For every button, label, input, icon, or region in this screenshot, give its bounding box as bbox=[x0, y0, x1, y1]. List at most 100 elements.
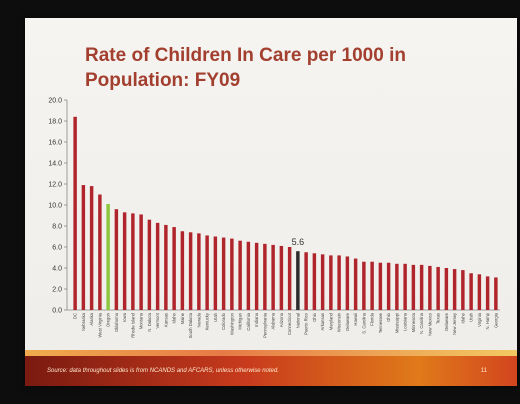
x-tick-label: Kansas bbox=[163, 313, 168, 327]
x-tick-label: Minnesota bbox=[411, 312, 416, 332]
bar bbox=[378, 262, 383, 310]
y-tick-label: 10.0 bbox=[48, 203, 62, 210]
bar bbox=[106, 203, 110, 310]
bar bbox=[122, 212, 127, 310]
x-tick-label: Pennsylvania bbox=[262, 312, 267, 338]
x-tick-label: Nevada bbox=[196, 312, 201, 327]
x-tick-label: Florida bbox=[370, 312, 375, 325]
x-tick-label: DC bbox=[73, 313, 78, 319]
bar bbox=[419, 264, 424, 310]
highlight-data-label: 5.6 bbox=[292, 237, 305, 247]
bar bbox=[238, 240, 242, 310]
bar bbox=[320, 254, 325, 310]
x-tick-label: Idaho bbox=[460, 312, 465, 323]
y-tick-label: 12.0 bbox=[48, 182, 62, 189]
bar bbox=[271, 244, 275, 310]
y-tick-label: 0.0 bbox=[52, 308, 62, 315]
x-tick-label: N. Carolina bbox=[419, 312, 424, 334]
bar bbox=[73, 116, 77, 310]
bar bbox=[337, 255, 341, 310]
x-tick-label: Georgia bbox=[493, 312, 498, 328]
y-tick-label: 8.0 bbox=[52, 224, 62, 231]
bar bbox=[131, 213, 135, 310]
bar bbox=[411, 264, 416, 310]
bar bbox=[370, 261, 374, 310]
y-tick-label: 6.0 bbox=[52, 245, 62, 252]
x-tick-label: Mississippi bbox=[394, 313, 399, 333]
x-tick-label: Oklahoma bbox=[114, 312, 119, 332]
x-tick-label: Alaska bbox=[89, 312, 94, 325]
bar bbox=[81, 185, 86, 310]
bar bbox=[254, 242, 259, 310]
bar bbox=[197, 233, 201, 310]
x-tick-label: Maryland bbox=[328, 312, 333, 330]
bar bbox=[98, 194, 102, 310]
bar bbox=[246, 241, 251, 310]
x-tick-label: South Dakota bbox=[188, 312, 193, 338]
bar bbox=[155, 222, 160, 310]
x-tick-label: Washington bbox=[229, 312, 234, 335]
x-tick-label: Maine bbox=[180, 312, 185, 324]
x-tick-label: S. Carolina bbox=[361, 312, 366, 333]
bar bbox=[164, 224, 168, 310]
bar bbox=[461, 270, 465, 310]
x-tick-label: Wisconsin bbox=[337, 312, 342, 332]
bar bbox=[395, 263, 399, 310]
chart-title: Rate of Children In Care per 1000 in Pop… bbox=[85, 45, 406, 91]
x-tick-label: Nebraska bbox=[81, 312, 86, 331]
bar bbox=[263, 243, 267, 310]
y-tick-label: 2.0 bbox=[52, 287, 62, 294]
y-tick-label: 18.0 bbox=[48, 119, 62, 126]
x-tick-label: Rhode Island bbox=[130, 312, 135, 337]
bar bbox=[147, 219, 152, 310]
bar bbox=[312, 253, 317, 310]
x-tick-label: Oregon bbox=[106, 312, 111, 327]
x-tick-label: Ohio bbox=[312, 312, 317, 322]
x-tick-label: Arkansas bbox=[320, 313, 325, 330]
bar bbox=[287, 247, 292, 310]
x-tick-label: New Jersey bbox=[452, 312, 457, 335]
bar bbox=[279, 245, 284, 310]
y-tick-label: 14.0 bbox=[48, 161, 62, 168]
bar bbox=[213, 236, 218, 310]
x-tick-label: Montana bbox=[139, 312, 144, 329]
bar bbox=[353, 258, 358, 310]
bar bbox=[139, 214, 143, 310]
slide: Rate of Children In Care per 1000 in Pop… bbox=[25, 18, 517, 386]
x-tick-label: Idaho bbox=[172, 312, 177, 323]
page-number: 11 bbox=[480, 368, 487, 374]
footer-stripe bbox=[25, 350, 517, 356]
x-tick-label: Connecticut bbox=[287, 312, 292, 335]
bar bbox=[452, 269, 457, 310]
x-tick-label: Colorado bbox=[221, 312, 226, 330]
bar bbox=[188, 232, 193, 310]
x-tick-label: Kentucky bbox=[205, 312, 210, 330]
x-tick-label: Hawaii bbox=[353, 313, 358, 326]
bar-chart: 0.0 2.0 4.0 6.0 8.0 10.0 12.0 14.0 16.0 18.0 20.0 D… bbox=[48, 98, 500, 338]
bar bbox=[428, 265, 432, 310]
x-tick-label: Alabama bbox=[271, 312, 276, 329]
x-tick-label: Michigan bbox=[238, 312, 243, 329]
x-tick-label: Delaware bbox=[345, 312, 350, 330]
x-tick-label: Iowa bbox=[122, 312, 127, 322]
x-tick-label: Arizona bbox=[279, 312, 284, 327]
x-tick-label: N. Dakota bbox=[147, 312, 152, 331]
bar bbox=[205, 235, 209, 310]
footer-band bbox=[25, 356, 517, 386]
bar bbox=[89, 186, 94, 310]
bar bbox=[477, 274, 482, 310]
bar bbox=[180, 231, 185, 310]
x-tick-label: N. Hamp bbox=[485, 312, 490, 329]
x-tick-label: Ohio bbox=[386, 312, 391, 322]
y-tick-label: 16.0 bbox=[48, 140, 62, 147]
x-tick-label: Utah bbox=[213, 312, 218, 322]
bar bbox=[329, 255, 333, 310]
x-tick-label: Virginia bbox=[477, 312, 482, 327]
bar bbox=[304, 252, 308, 310]
x-tick-label: Tennessee bbox=[378, 312, 383, 333]
bar bbox=[296, 251, 300, 310]
bar bbox=[230, 238, 234, 310]
bar bbox=[172, 227, 176, 310]
bar bbox=[221, 237, 226, 310]
x-tick-label: Texas bbox=[436, 313, 441, 324]
